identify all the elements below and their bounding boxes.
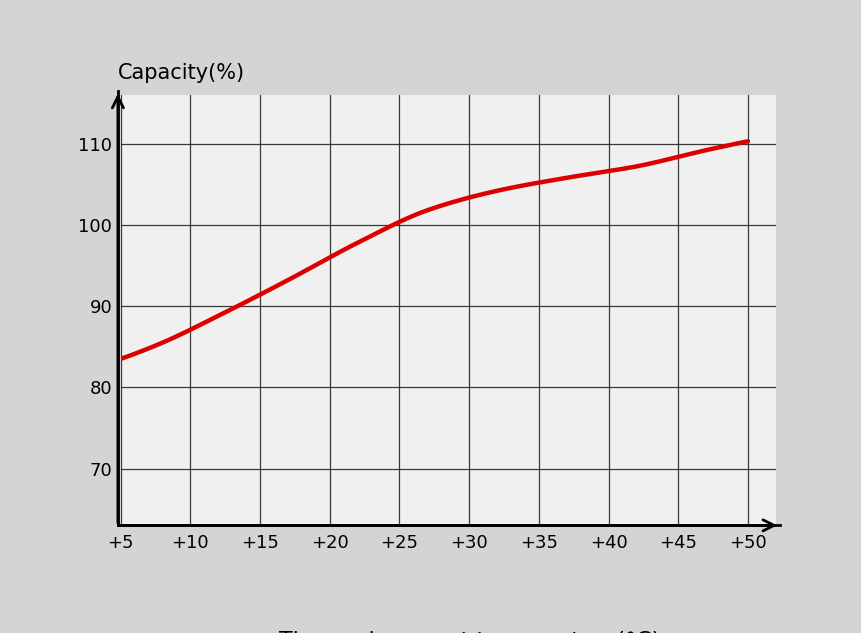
Text: The environment temperature(°C): The environment temperature(°C) — [278, 631, 659, 633]
Text: Capacity(%): Capacity(%) — [118, 63, 245, 83]
